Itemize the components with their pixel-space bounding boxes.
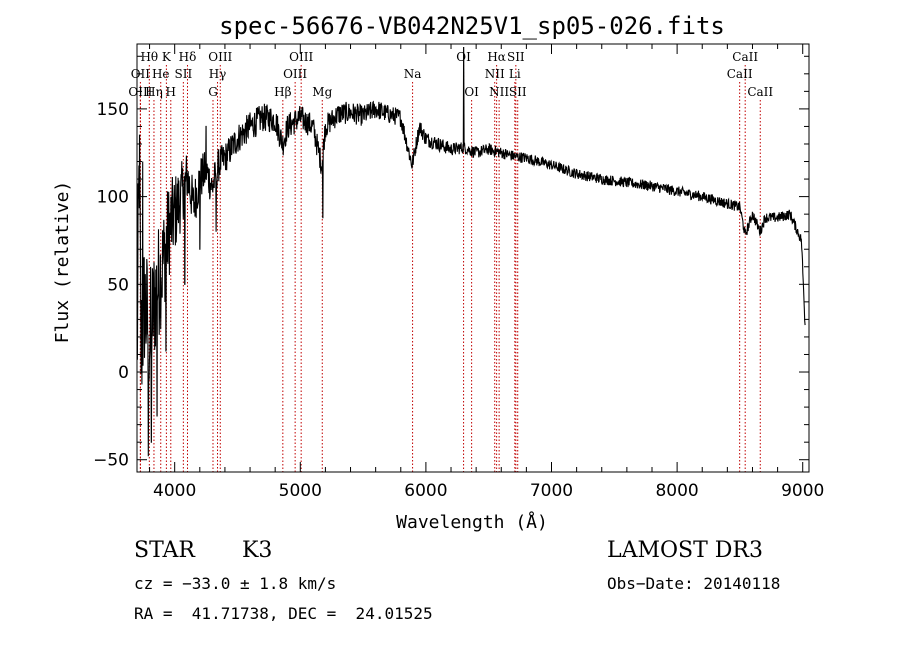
spectral-line-label: G <box>208 85 218 99</box>
spectral-line-label: Hβ <box>274 85 291 99</box>
spectral-line-label: OII <box>131 67 151 81</box>
chart-title: spec-56676-VB042N25V1_sp05-026.fits <box>219 12 725 40</box>
y-tick-label: 0 <box>118 363 129 383</box>
spectral-line-label: SII <box>174 67 192 81</box>
spectral-line-label: OIII <box>128 85 152 99</box>
spectral-line-label: OIII <box>283 67 307 81</box>
y-tick-label: −50 <box>93 451 129 471</box>
spectral-line-label: OIII <box>208 50 232 64</box>
spectral-line-label: H <box>166 85 176 99</box>
spectral-line-label: Hδ <box>179 50 197 64</box>
x-axis-label: Wavelength (Å) <box>396 511 548 533</box>
spectrum-line <box>136 46 806 457</box>
spectral-line-label: OI <box>464 85 479 99</box>
plot-frame <box>136 43 810 473</box>
x-tick-label: 5000 <box>279 481 322 501</box>
spectral-line-label: OI <box>456 50 471 64</box>
spectral-line-label: CaII <box>727 67 753 81</box>
x-tick-label: 6000 <box>404 481 447 501</box>
spectral-line-label: Hα <box>487 50 506 64</box>
object-class: STAR <box>134 538 195 563</box>
spectral-line-label: Mg <box>312 85 332 99</box>
observation-date: Obs−Date: 20140118 <box>607 574 781 593</box>
spectral-line-label: SII <box>509 85 527 99</box>
survey-name: LAMOST DR3 <box>607 538 763 563</box>
sky-coordinates: RA = 41.71738, DEC = 24.01525 <box>134 604 433 623</box>
object-subclass: K3 <box>242 538 273 563</box>
y-tick-label: 50 <box>107 275 129 295</box>
x-tick-label: 4000 <box>153 481 196 501</box>
spectral-line-label: SII <box>507 50 525 64</box>
spectral-line-label: He <box>152 67 170 81</box>
spectral-line-label: Hη <box>145 85 163 99</box>
x-tick-label: 9000 <box>781 481 824 501</box>
redshift-cz: cz = −33.0 ± 1.8 km/s <box>134 574 337 593</box>
spectral-line-label: Li <box>509 67 521 81</box>
spectral-line-label: CaII <box>747 85 773 99</box>
spectral-line-label: NII <box>489 85 509 99</box>
spectral-line-label: NII <box>485 67 505 81</box>
spectral-line-label: Hγ <box>209 67 227 81</box>
x-tick-label: 7000 <box>530 481 573 501</box>
spectral-line-label: Hθ <box>140 50 158 64</box>
y-tick-label: 150 <box>97 100 129 120</box>
y-axis-label: Flux (relative) <box>52 181 73 344</box>
spectral-line-label: CaII <box>732 50 758 64</box>
spectral-line-label: Na <box>404 67 422 81</box>
spectral-line-label: K <box>162 50 172 64</box>
y-tick-label: 100 <box>97 188 129 208</box>
x-tick-label: 8000 <box>655 481 698 501</box>
spectral-line-label: OIII <box>289 50 313 64</box>
